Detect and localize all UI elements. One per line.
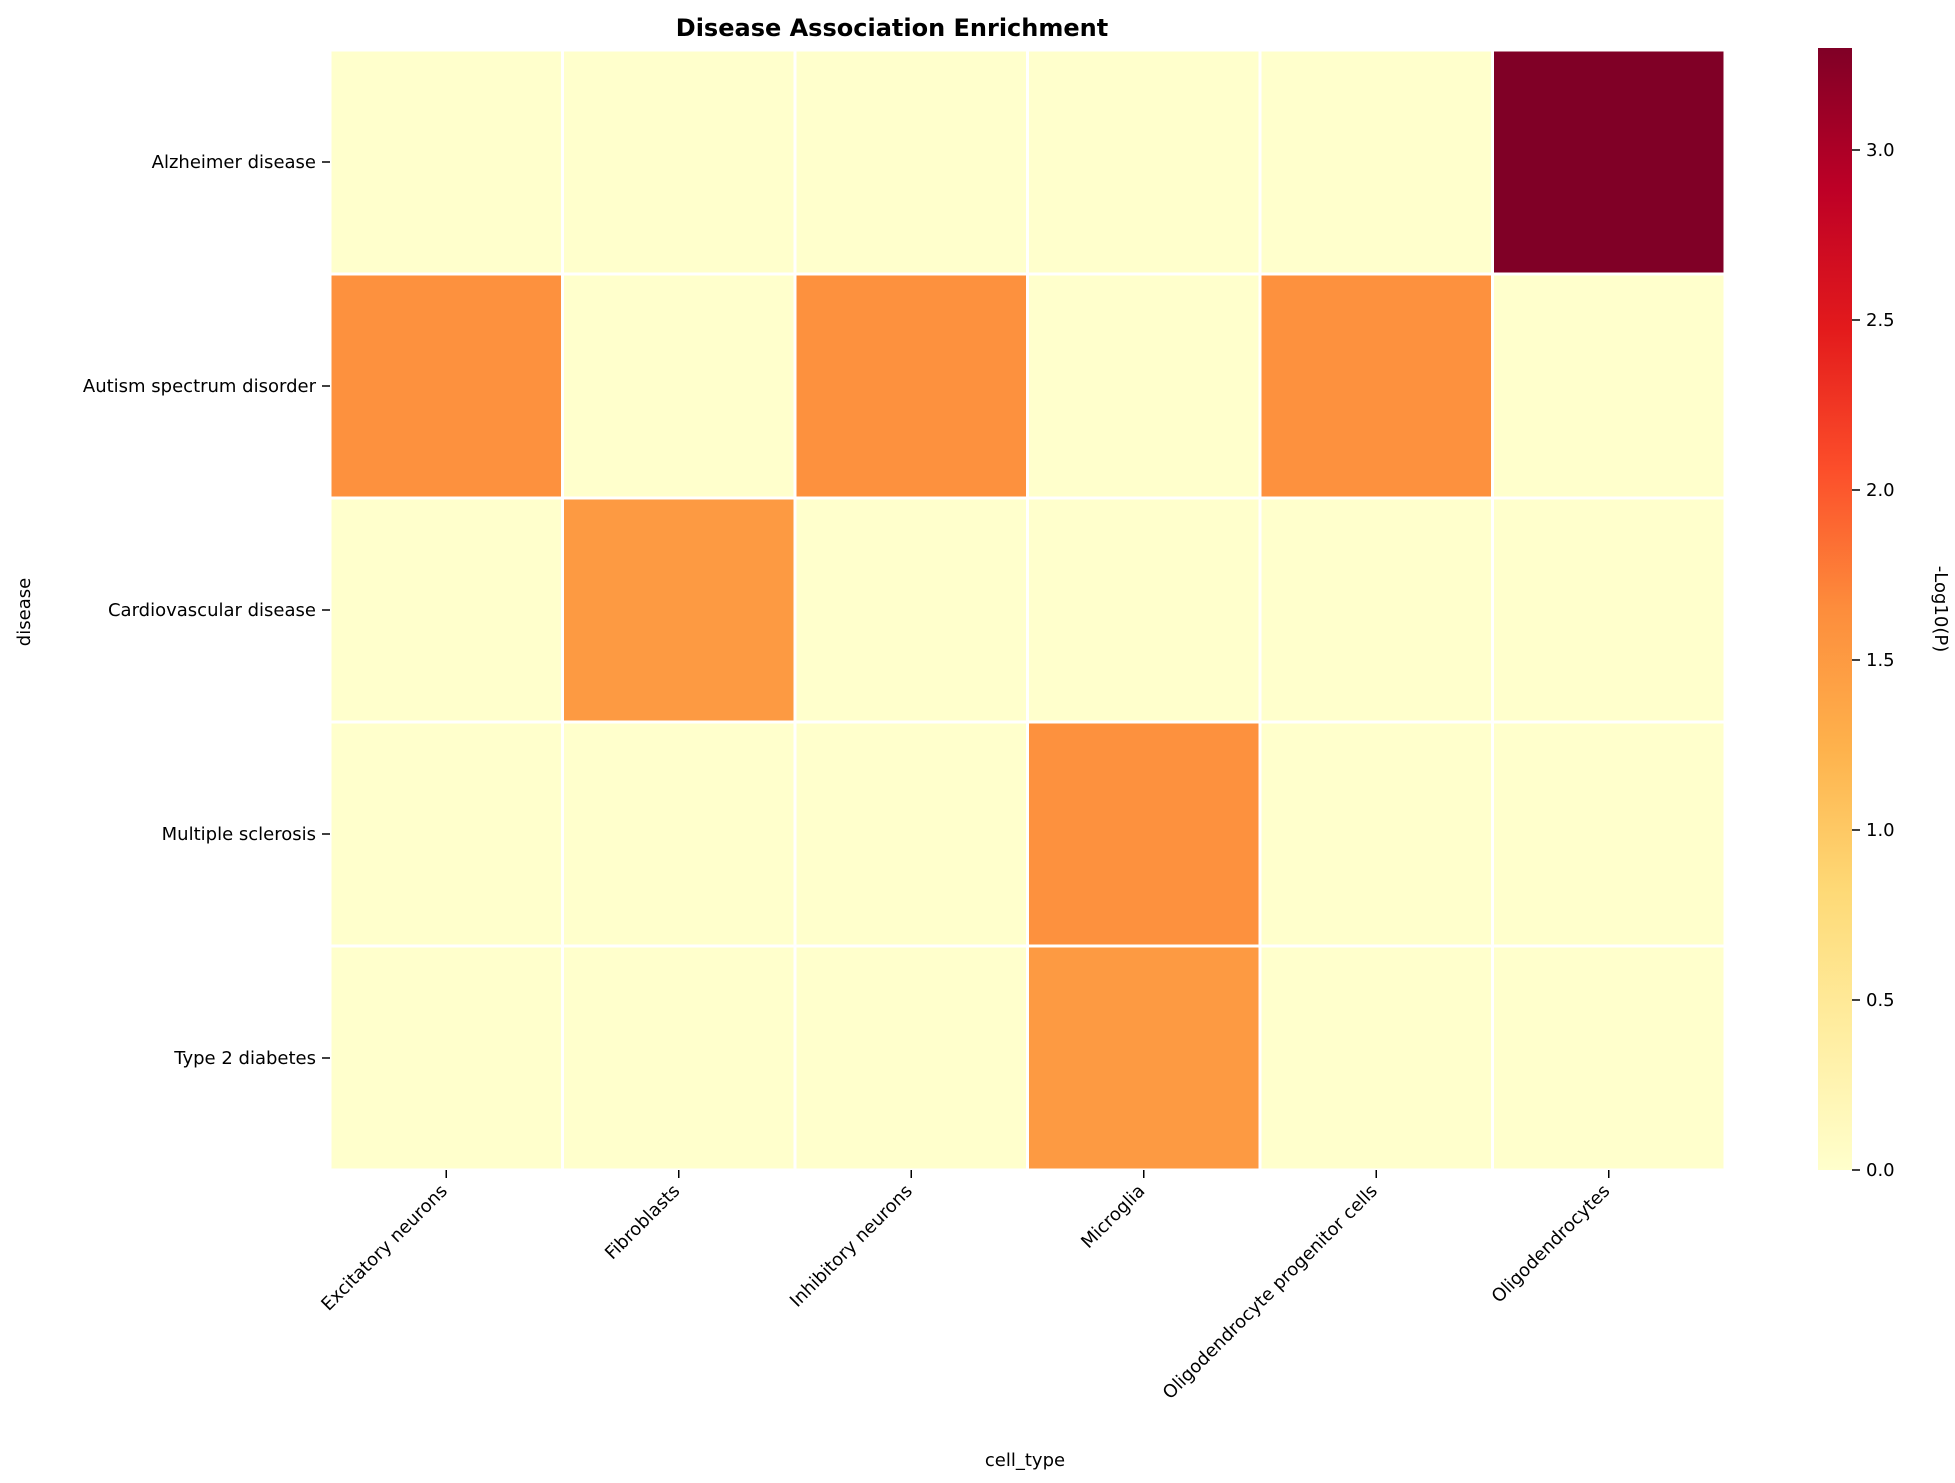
- heatmap-cell: [1491, 48, 1727, 276]
- x-tick-label: Oligodendrocytes: [1488, 1181, 1615, 1308]
- x-tick-label: Excitatory neurons: [317, 1181, 452, 1316]
- y-tick-label: Cardiovascular disease: [108, 600, 316, 621]
- heatmap-cell: [793, 720, 1029, 948]
- x-axis-label: cell_type: [985, 1450, 1065, 1471]
- heatmap-cell: [328, 272, 564, 500]
- heatmap-cell: [561, 496, 797, 724]
- colorbar-tick-label: 0.5: [1866, 990, 1895, 1011]
- y-tick-label: Type 2 diabetes: [173, 1048, 316, 1069]
- heatmap-cell: [1491, 944, 1727, 1172]
- heatmap-cell: [1491, 720, 1727, 948]
- heatmap-cell: [793, 272, 1029, 500]
- colorbar-tick-label: 0.0: [1866, 1160, 1895, 1181]
- y-tick-label: Multiple sclerosis: [162, 824, 316, 845]
- heatmap-cell: [1258, 272, 1494, 500]
- y-tick-label: Alzheimer disease: [152, 152, 316, 173]
- colorbar-tick-label: 3.0: [1866, 140, 1895, 161]
- colorbar-tick-label: 2.5: [1866, 310, 1895, 331]
- heatmap-cell: [328, 496, 564, 724]
- colorbar-tick-label: 1.0: [1866, 820, 1895, 841]
- heatmap-cell: [1491, 496, 1727, 724]
- heatmap-cell: [561, 720, 797, 948]
- heatmap-cell: [1026, 48, 1262, 276]
- heatmap-cell: [1258, 496, 1494, 724]
- x-tick-label: Oligodendrocyte progenitor cells: [1159, 1181, 1382, 1404]
- heatmap-cell: [561, 48, 797, 276]
- colorbar-tick-label: 1.5: [1866, 650, 1895, 671]
- heatmap-cell: [1026, 496, 1262, 724]
- heatmap-cell: [793, 496, 1029, 724]
- colorbar: [1818, 48, 1852, 1170]
- y-axis-label: disease: [14, 578, 35, 646]
- x-tick-label: Microglia: [1077, 1181, 1149, 1253]
- heatmap-cell: [793, 48, 1029, 276]
- colorbar-label: -Log10(P): [1930, 566, 1951, 652]
- heatmap-cell: [561, 272, 797, 500]
- x-tick-label: Fibroblasts: [601, 1181, 684, 1264]
- heatmap-cell: [328, 944, 564, 1172]
- heatmap-cell: [328, 720, 564, 948]
- heatmap-cell: [1491, 272, 1727, 500]
- heatmap-cell: [1258, 720, 1494, 948]
- heatmap-cell: [1026, 272, 1262, 500]
- heatmap-cells: [328, 48, 1727, 1172]
- y-axis-ticks: Alzheimer disease Autism spectrum disorde…: [83, 152, 330, 1069]
- heatmap-cell: [1258, 48, 1494, 276]
- x-axis-ticks: Excitatory neurons Fibroblasts Inhibitory …: [317, 1170, 1614, 1404]
- heatmap-cell: [1258, 944, 1494, 1172]
- heatmap-cell: [1026, 720, 1262, 948]
- heatmap-cell: [561, 944, 797, 1172]
- colorbar-tick-label: 2.0: [1866, 480, 1895, 501]
- x-tick-label: Inhibitory neurons: [786, 1181, 917, 1312]
- y-tick-label: Autism spectrum disorder: [83, 376, 317, 397]
- heatmap-cell: [1026, 944, 1262, 1172]
- chart-title: Disease Association Enrichment: [676, 14, 1108, 42]
- colorbar-ticks: 0.0 0.5 1.0 1.5 2.0 2.5 3.0: [1852, 140, 1895, 1181]
- heatmap-cell: [328, 48, 564, 276]
- heatmap-cell: [793, 944, 1029, 1172]
